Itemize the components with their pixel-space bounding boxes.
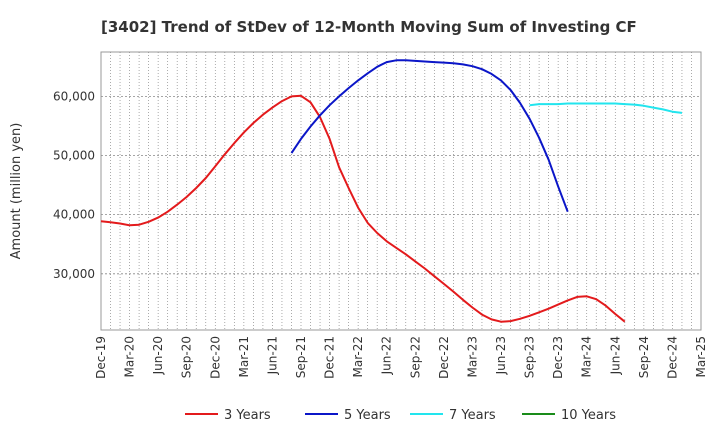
x-tick-label: Mar-24 (580, 336, 594, 377)
legend-label: 5 Years (344, 408, 391, 423)
legend: 3 Years 5 Years 7 Years 10 Years (185, 408, 616, 423)
x-tick-label: Sep-22 (408, 336, 422, 378)
series-line-3-years (100, 94, 626, 323)
x-tick-label: Mar-21 (237, 336, 251, 377)
x-tick-label: Jun-21 (265, 336, 279, 375)
x-tick-label: Jun-22 (380, 336, 394, 375)
plot-area (100, 51, 702, 331)
x-tick-label: Dec-24 (665, 336, 679, 379)
chart-title: [3402] Trend of StDev of 12-Month Moving… (101, 18, 637, 36)
x-tick-label: Mar-23 (465, 336, 479, 377)
x-tick-label: Mar-22 (351, 336, 365, 377)
x-tick-label: Mar-25 (694, 336, 708, 377)
y-tick-label: 40,000 (53, 208, 95, 222)
x-tick-label: Dec-19 (94, 336, 108, 379)
x-tick-label: Dec-20 (208, 336, 222, 379)
grid-lines (101, 52, 701, 330)
series-layer (100, 59, 683, 323)
y-axis-label: Amount (million yen) (9, 123, 24, 260)
series-line-5-years (290, 59, 569, 213)
x-tick-label: Jun-24 (608, 336, 622, 375)
x-tick-label: Sep-23 (523, 336, 537, 378)
legend-label: 7 Years (449, 408, 496, 423)
series-line-7-years (529, 102, 683, 114)
x-tick-label: Dec-22 (437, 336, 451, 379)
x-tick-label: Mar-20 (123, 336, 137, 377)
y-tick-label: 60,000 (53, 89, 95, 103)
x-tick-label: Sep-21 (294, 336, 308, 378)
x-tick-label: Dec-23 (551, 336, 565, 379)
x-tick-label: Dec-21 (323, 336, 337, 379)
y-tick-label: 30,000 (53, 267, 95, 281)
x-tick-label: Jun-20 (151, 336, 165, 375)
y-tick-label: 50,000 (53, 149, 95, 163)
legend-label: 10 Years (561, 408, 616, 423)
x-tick-label: Sep-20 (180, 336, 194, 378)
legend-label: 3 Years (224, 408, 271, 423)
x-tick-label: Jun-23 (494, 336, 508, 375)
y-tick-labels: 30,000 40,000 50,000 60,000 (53, 89, 95, 280)
x-tick-label: Sep-24 (637, 336, 651, 378)
x-tick-labels: Dec-19 Mar-20 Jun-20 Sep-20 Dec-20 Mar-21 Jun-… (94, 336, 708, 379)
